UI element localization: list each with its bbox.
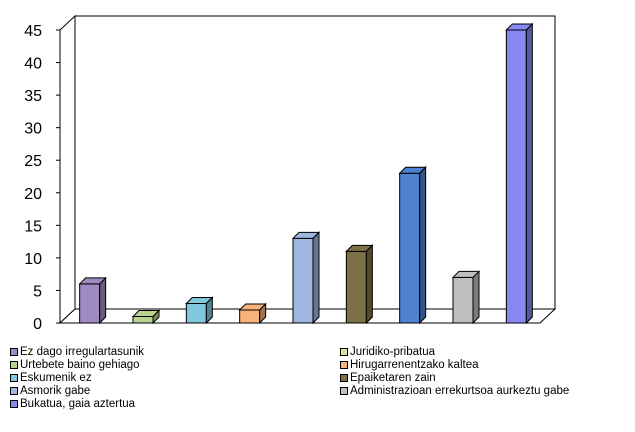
legend-label: Bukatua, gaia aztertua — [20, 397, 136, 410]
legend-item: Eskumenik ez — [10, 371, 144, 384]
legend-label: Hirugarrenentzako kaltea — [350, 358, 479, 371]
y-tick-label: 5 — [33, 283, 42, 300]
legend-swatch — [10, 399, 18, 408]
bar-front — [505, 29, 527, 324]
legend-swatch — [10, 347, 18, 356]
y-tick-label: 35 — [24, 88, 42, 105]
legend-label: Asmorik gabe — [20, 384, 91, 397]
bar-side — [419, 166, 427, 325]
y-tick-label: 15 — [24, 218, 42, 235]
bar-front — [239, 309, 261, 324]
legend-swatch — [10, 386, 18, 395]
bar-side — [259, 302, 267, 325]
legend-swatch — [340, 360, 348, 369]
legend-label: Ez dago irregulartasunik — [20, 345, 145, 358]
y-tick-label: 10 — [24, 251, 42, 268]
y-tick-label: 0 — [33, 316, 42, 333]
legend-item: Hirugarrenentzako kaltea — [340, 358, 569, 371]
legend-item: Administrazioan errekurtsoa aurkeztu gab… — [340, 384, 569, 397]
bar-side — [152, 309, 160, 325]
bar-side — [472, 270, 480, 325]
bar-front — [79, 283, 101, 324]
legend-label: Juridiko-pribatua — [350, 345, 436, 358]
bar-side — [99, 276, 107, 325]
bar-front — [399, 172, 421, 324]
bar-front — [292, 237, 314, 324]
bar-front — [185, 302, 207, 324]
y-tick-label: 30 — [24, 121, 42, 138]
legend-item: Asmorik gabe — [10, 384, 144, 397]
legend-label: Eskumenik ez — [20, 371, 92, 384]
bar-front — [345, 250, 367, 324]
legend-item: Ez dago irregulartasunik — [10, 345, 144, 358]
bar-side — [205, 296, 213, 325]
plot-side-wall — [59, 14, 76, 325]
bar-side — [312, 231, 320, 325]
legend-swatch — [340, 386, 348, 395]
bar-side — [365, 244, 373, 325]
y-tick-label: 40 — [24, 56, 42, 73]
legend-right: Juridiko-pribatua Hirugarrenentzako kalt… — [340, 345, 569, 397]
bar-side — [525, 22, 533, 325]
legend-label: Epaiketaren zain — [350, 371, 436, 384]
legend-label: Administrazioan errekurtsoa aurkeztu gab… — [350, 384, 570, 397]
legend-item: Bukatua, gaia aztertua — [10, 397, 144, 410]
legend-left: Ez dago irregulartasunik Urtebete baino … — [10, 345, 144, 410]
legend-item: Urtebete baino gehiago — [10, 358, 144, 371]
legend-item: Juridiko-pribatua — [340, 345, 569, 358]
legend-label: Urtebete baino gehiago — [20, 358, 140, 371]
y-tick-label: 45 — [24, 23, 42, 40]
bar-front — [452, 276, 474, 324]
legend-swatch — [10, 373, 18, 382]
legend-item: Epaiketaren zain — [340, 371, 569, 384]
legend-swatch — [340, 373, 348, 382]
y-tick-label: 25 — [24, 153, 42, 170]
legend-swatch — [340, 347, 348, 356]
legend-swatch — [10, 360, 18, 369]
bar-front — [132, 315, 154, 324]
y-tick-label: 20 — [24, 186, 42, 203]
